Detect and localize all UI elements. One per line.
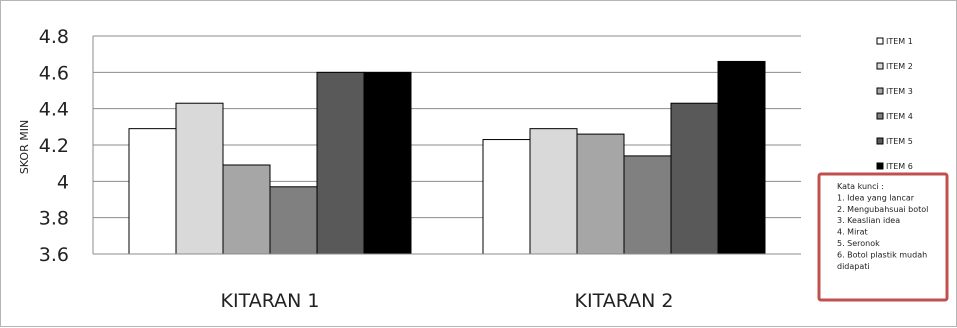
bar-item-3-kitaran-2 (576, 133, 625, 255)
bar-item-5-kitaran-1 (316, 71, 365, 255)
legend-swatch (876, 112, 884, 120)
key-note-line: 1. Idea yang lancar (837, 193, 915, 202)
key-note-line: 4. Mirat (837, 228, 868, 237)
legend-label: ITEM 4 (886, 112, 913, 121)
key-note-border (817, 172, 949, 302)
y-tick-label: 4.2 (39, 135, 69, 157)
legend-label: ITEM 2 (886, 62, 913, 71)
axes (92, 36, 801, 255)
key-note-line: 3. Keaslian idea (837, 216, 900, 225)
legend-swatch (876, 162, 884, 170)
key-note-line: 6. Botol plastik mudah (837, 250, 927, 259)
y-tick-label: 4.8 (39, 26, 69, 48)
legend-swatch (876, 137, 884, 145)
bar-item-1-kitaran-2 (482, 139, 531, 255)
y-tick-label: 4 (57, 171, 69, 193)
bar-item-5-kitaran-2 (670, 102, 719, 255)
key-note-line: 5. Seronok (837, 239, 880, 248)
key-note-line: didapati (837, 262, 870, 271)
legend-label: ITEM 5 (886, 137, 913, 146)
bar-item-2-kitaran-1 (175, 102, 224, 255)
bars (128, 60, 766, 255)
legend-label: ITEM 6 (886, 162, 913, 171)
y-tick-label: 4.4 (39, 99, 69, 121)
bar-item-2-kitaran-2 (529, 128, 578, 255)
bar-item-4-kitaran-2 (623, 155, 672, 255)
bar-item-1-kitaran-1 (128, 128, 177, 255)
legend-label: ITEM 1 (886, 37, 913, 46)
y-tick-labels: 4.8 4.6 4.4 4.2 4 3.8 3.6 (39, 26, 69, 266)
y-tick-label: 3.6 (39, 244, 69, 266)
legend-swatch (876, 37, 884, 45)
y-tick-label: 4.6 (39, 62, 69, 84)
legend-swatch (876, 87, 884, 95)
legend: ITEM 1 ITEM 2 ITEM 3 ITEM 4 ITEM 5 ITEM 6 (876, 37, 913, 171)
bar-item-4-kitaran-1 (269, 186, 318, 255)
y-axis-label: SKOR MIN (18, 120, 31, 174)
bar-item-6-kitaran-2 (717, 60, 766, 255)
key-note-box: Kata kunci : 1. Idea yang lancar 2. Mengub… (817, 172, 949, 302)
legend-label: ITEM 3 (886, 87, 913, 96)
x-category-label: KITARAN 2 (575, 290, 674, 312)
bar-item-3-kitaran-1 (222, 164, 271, 255)
key-note-line: 2. Mengubahsuai botol (837, 205, 928, 214)
key-note-line: Kata kunci : (837, 182, 884, 191)
x-category-labels: KITARAN 1 KITARAN 2 (221, 290, 674, 312)
y-tick-label: 3.8 (39, 208, 69, 230)
x-category-label: KITARAN 1 (221, 290, 320, 312)
legend-swatch (876, 62, 884, 70)
bar-item-6-kitaran-1 (363, 71, 412, 255)
